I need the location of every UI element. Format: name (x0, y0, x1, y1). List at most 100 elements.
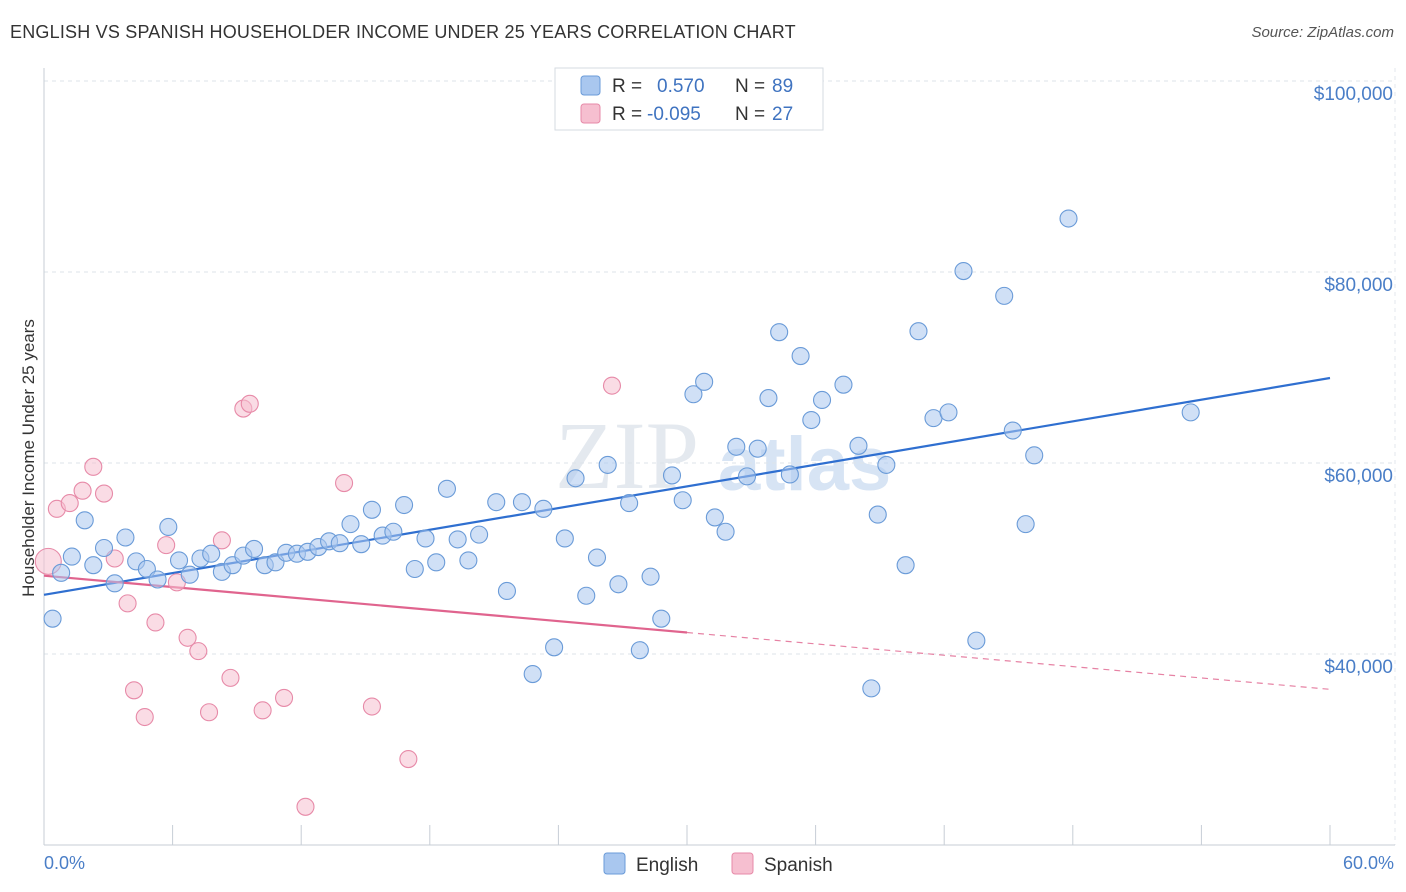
english-point (662, 466, 682, 485)
english-point (924, 409, 943, 428)
english-point (684, 385, 703, 404)
legend-english-label: English (636, 855, 698, 876)
spanish-trend-line-extrapolated (686, 631, 1331, 690)
english-point (405, 559, 424, 579)
english-point (62, 547, 81, 566)
spanish-n-value: 27 (772, 104, 793, 125)
spanish-r-value: -0.095 (647, 104, 701, 125)
spanish-point (157, 536, 176, 555)
english-point (427, 553, 446, 572)
spanish-point (335, 474, 354, 493)
spanish-point (189, 642, 208, 661)
english-point (497, 581, 517, 601)
spanish-trend-line (43, 574, 688, 634)
y-axis-label: Householder Income Under 25 years (19, 319, 38, 597)
english-point (159, 517, 178, 537)
english-point (896, 556, 915, 575)
spanish-point (84, 457, 103, 476)
spanish-point (362, 697, 381, 716)
english-point (673, 491, 692, 510)
english-trend-line (43, 376, 1331, 596)
spanish-point (602, 376, 622, 395)
english-point (341, 515, 360, 534)
english-point (545, 638, 564, 657)
source-label: Source: ZipAtlas.com (1251, 24, 1394, 41)
spanish-point (146, 613, 165, 632)
english-points (43, 209, 1200, 698)
x-tick-label-max: 60.0% (1343, 853, 1394, 873)
english-point (1181, 403, 1200, 422)
english-point (577, 586, 596, 605)
english-point (748, 439, 767, 458)
english-point (459, 551, 478, 570)
spanish-point (94, 484, 114, 503)
y-tick-label: $80,000 (1324, 275, 1393, 296)
english-point (812, 390, 832, 410)
english-point (437, 479, 456, 498)
spanish-point (199, 703, 219, 722)
spanish-n-label: N = (735, 104, 765, 125)
spanish-swatch (580, 103, 601, 124)
series-legend: English Spanish (603, 852, 833, 876)
english-point (94, 538, 114, 558)
english-point (609, 575, 628, 594)
y-tick-label: $100,000 (1314, 84, 1393, 105)
watermark-zip: ZIP (555, 402, 699, 509)
legend-english-swatch (603, 852, 626, 875)
english-n-label: N = (735, 76, 765, 97)
x-tick-label-min: 0.0% (44, 853, 85, 873)
english-point (169, 551, 189, 570)
spanish-point (275, 688, 294, 707)
spanish-point (399, 749, 418, 769)
spanish-point (73, 481, 92, 500)
english-point (877, 455, 896, 474)
english-point (641, 567, 660, 586)
english-point (598, 455, 617, 474)
english-point (652, 609, 671, 628)
english-point (954, 261, 973, 281)
spanish-points (34, 376, 622, 816)
chart-title: ENGLISH VS SPANISH HOUSEHOLDER INCOME UN… (10, 22, 796, 42)
english-point (695, 372, 714, 391)
y-tick-label: $40,000 (1324, 657, 1393, 678)
y-tick-labels: $40,000 $60,000 $80,000 $100,000 (1314, 84, 1393, 678)
english-point (148, 570, 167, 589)
spanish-point (118, 594, 137, 613)
english-point (180, 565, 199, 584)
english-point (630, 641, 649, 660)
spanish-point (221, 668, 240, 687)
english-n-value: 89 (772, 76, 793, 97)
english-point (791, 346, 810, 366)
english-point (105, 574, 124, 593)
english-point (727, 437, 746, 456)
spanish-point (296, 797, 315, 816)
english-point (995, 286, 1014, 305)
axes (43, 68, 1395, 846)
english-point (939, 403, 958, 422)
watermark-atlas: atlas (718, 422, 891, 507)
spanish-point (124, 681, 144, 700)
english-point (620, 494, 639, 513)
english-point (448, 530, 467, 549)
english-point (587, 548, 607, 567)
english-point (566, 469, 585, 488)
english-point (705, 508, 724, 527)
english-point (1003, 421, 1022, 440)
english-point (780, 465, 799, 484)
english-swatch (580, 75, 601, 96)
spanish-point (253, 701, 272, 720)
english-r-value: 0.570 (657, 76, 705, 97)
spanish-point (212, 531, 231, 550)
spanish-point (240, 394, 259, 413)
english-point (75, 511, 94, 530)
english-point (384, 522, 403, 541)
english-point (202, 544, 221, 563)
english-point (330, 534, 349, 553)
english-point (737, 467, 757, 486)
english-point (834, 375, 853, 394)
english-r-label: R = (612, 76, 642, 97)
english-point (52, 563, 71, 582)
english-point (84, 556, 103, 575)
english-point (967, 631, 986, 650)
